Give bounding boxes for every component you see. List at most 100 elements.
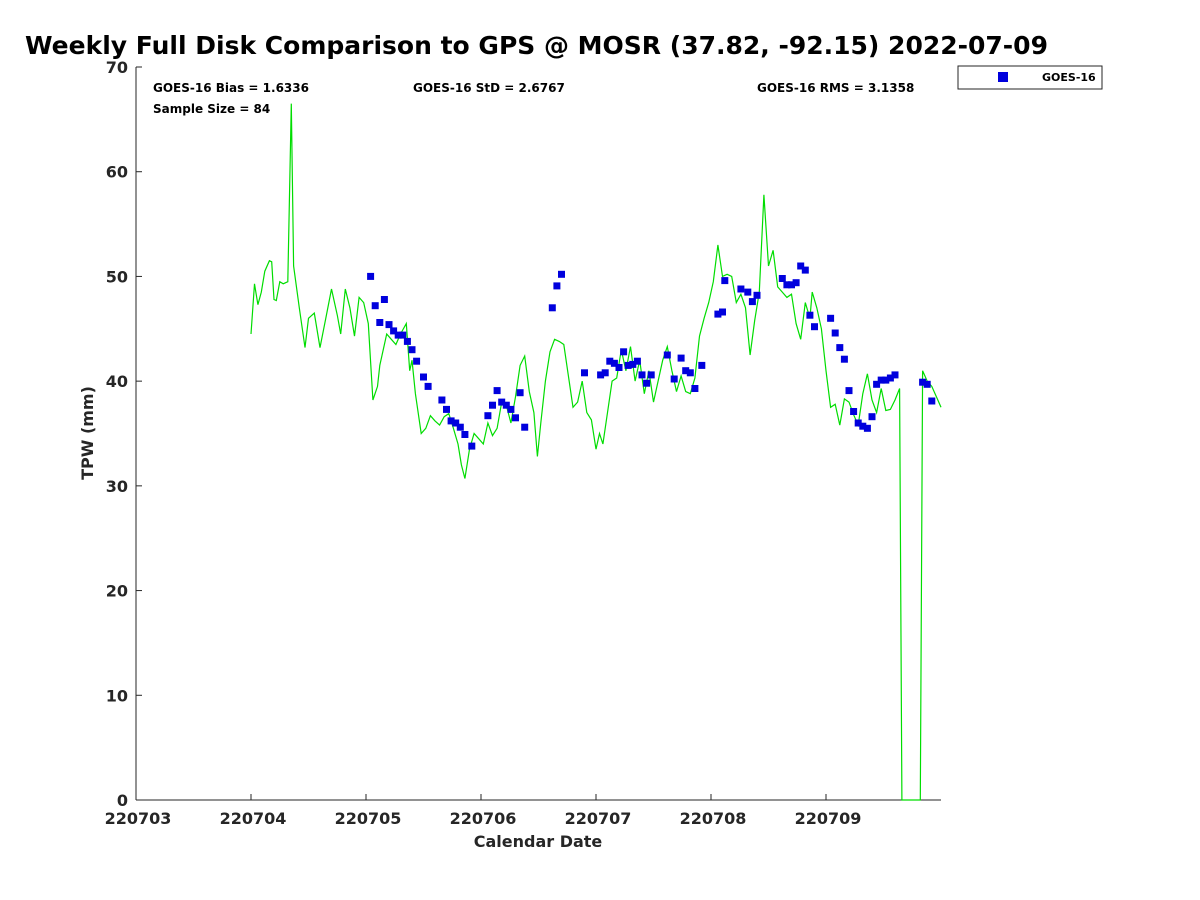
- goes16-data-point: [811, 323, 818, 331]
- goes16-data-point: [877, 376, 885, 384]
- goes16-data-point: [493, 387, 501, 395]
- y-tick-label: 60: [106, 163, 128, 182]
- goes16-data-point: [413, 357, 421, 365]
- goes16-data-point: [367, 272, 375, 280]
- goes16-data-point: [919, 378, 927, 386]
- legend-marker: [998, 72, 1008, 82]
- plot-background: [136, 67, 941, 800]
- rms-stat: GOES-16 RMS = 3.1358: [757, 81, 914, 95]
- y-tick-label: 30: [106, 477, 128, 496]
- goes16-data-point: [840, 355, 848, 363]
- goes16-data-point: [516, 389, 524, 397]
- goes16-data-point: [461, 431, 469, 438]
- gps-line-layer: [250, 103, 942, 801]
- goes16-data-point: [558, 270, 565, 278]
- goes16-data-point: [489, 401, 496, 409]
- goes16-data-point: [691, 385, 699, 392]
- y-tick-label: 10: [106, 686, 128, 705]
- goes16-data-point: [806, 311, 814, 319]
- goes16-data-point: [424, 382, 432, 390]
- goes16-data-point: [928, 397, 936, 405]
- goes16-data-point: [408, 346, 416, 354]
- goes16-data-point: [452, 419, 460, 427]
- goes16-data-point: [390, 327, 398, 335]
- goes16-data-point: [801, 266, 809, 274]
- goes16-data-point: [923, 380, 931, 388]
- goes16-data-point: [831, 329, 839, 337]
- y-tick-label: 0: [117, 791, 128, 810]
- goes16-data-point: [447, 417, 455, 425]
- goes16-data-point: [610, 359, 618, 367]
- goes16-data-point: [403, 337, 411, 345]
- x-tick-label: 220705: [335, 809, 402, 828]
- goes16-data-point: [371, 302, 379, 310]
- y-tick-label: 40: [106, 372, 128, 391]
- goes16-data-point: [737, 285, 745, 293]
- goes16-data-point: [638, 371, 646, 379]
- x-tick-label: 220707: [565, 809, 632, 828]
- legend-box: [957, 65, 1103, 90]
- goes16-data-point: [882, 376, 890, 384]
- goes16-data-point: [873, 380, 881, 388]
- x-tick-label: 220704: [220, 809, 287, 828]
- goes16-data-point: [698, 361, 706, 369]
- goes16-data-point: [629, 360, 637, 368]
- goes16-data-point: [854, 419, 862, 427]
- goes16-data-point: [399, 331, 407, 339]
- goes16-data-point: [643, 379, 651, 387]
- goes16-data-point: [468, 442, 476, 450]
- plot-area: [135, 67, 941, 801]
- goes16-data-point: [886, 374, 894, 382]
- goes16-data-point: [859, 422, 867, 430]
- goes16-data-point: [456, 423, 464, 431]
- goes16-data-point: [783, 281, 791, 289]
- goes16-data-point: [721, 277, 729, 285]
- y-axis-label: TPW (mm): [78, 386, 97, 480]
- gps-series-line: [250, 103, 942, 801]
- goes16-data-point: [714, 310, 722, 318]
- legend-label: GOES-16: [1042, 71, 1096, 84]
- y-tick-label: 70: [106, 58, 128, 77]
- legend: GOES-16: [957, 65, 1103, 90]
- goes16-data-point: [620, 348, 628, 356]
- goes16-data-point: [597, 371, 605, 379]
- goes16-data-point: [420, 373, 427, 381]
- x-ticks: 220703 220704 220705 220706 220707 220708 2207…: [105, 794, 861, 828]
- goes16-data-point: [686, 369, 694, 377]
- goes16-data-point: [670, 375, 678, 383]
- chart-title: Weekly Full Disk Comparison to GPS @ MOS…: [25, 31, 1048, 60]
- goes16-data-point: [778, 275, 786, 282]
- y-tick-label: 50: [106, 267, 128, 286]
- goes16-data-point: [792, 279, 800, 287]
- goes16-data-point: [512, 414, 519, 422]
- goes16-data-point: [633, 357, 641, 365]
- goes16-data-point: [606, 357, 614, 365]
- goes16-data-point: [744, 288, 752, 296]
- goes16-data-point: [385, 321, 393, 329]
- goes16-data-point: [484, 412, 492, 420]
- goes16-data-point: [443, 405, 450, 413]
- x-tick-label: 220703: [105, 809, 172, 828]
- goes16-data-point: [682, 367, 690, 375]
- goes16-data-point: [615, 364, 623, 371]
- goes16-data-point: [438, 396, 446, 404]
- std-stat: GOES-16 StD = 2.6767: [413, 81, 565, 95]
- goes16-data-point: [548, 304, 556, 312]
- x-tick-label: 220708: [680, 809, 747, 828]
- goes16-data-point: [836, 344, 844, 352]
- goes16-data-point: [868, 413, 876, 421]
- goes16-data-point: [521, 423, 529, 431]
- goes-points-layer: [367, 262, 936, 450]
- y-tick-label: 20: [106, 582, 128, 601]
- goes16-data-point: [394, 331, 402, 339]
- goes16-data-point: [376, 319, 384, 326]
- goes16-data-point: [380, 296, 388, 303]
- x-axis-label: Calendar Date: [474, 832, 603, 851]
- goes16-data-point: [498, 398, 506, 406]
- goes16-data-point: [719, 308, 726, 316]
- x-tick-label: 220706: [450, 809, 517, 828]
- goes16-data-point: [891, 371, 899, 379]
- goes16-data-point: [753, 291, 761, 299]
- sample-size-stat: Sample Size = 84: [153, 102, 270, 116]
